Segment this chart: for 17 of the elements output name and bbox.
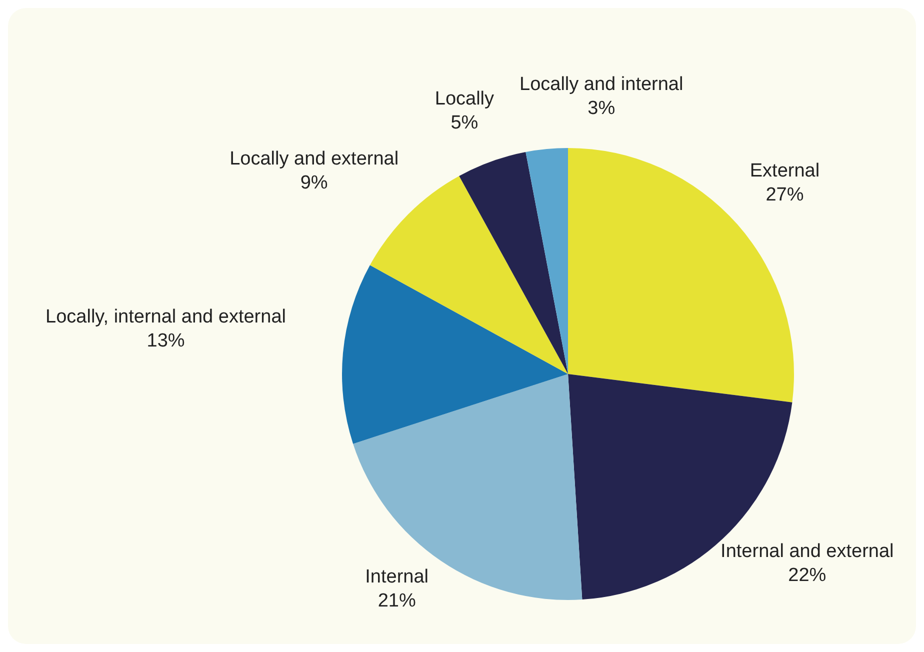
data-label: 21% xyxy=(378,590,416,612)
data-label: 27% xyxy=(766,184,804,206)
slice-label: External xyxy=(750,160,820,182)
data-label: 3% xyxy=(588,98,616,120)
slice-label: Internal xyxy=(365,566,429,588)
data-label: 13% xyxy=(146,330,185,352)
slice-label: Locally xyxy=(434,88,495,110)
slice-label: Locally, internal and external xyxy=(46,306,286,328)
pie-slice xyxy=(459,152,568,374)
pie-slice xyxy=(342,265,568,444)
data-label: 9% xyxy=(300,172,328,194)
slice-label: Internal and external xyxy=(720,541,894,562)
slice-label: Locally and internal xyxy=(520,74,684,96)
data-label: 5% xyxy=(450,112,478,134)
slice-label: Locally and external xyxy=(230,148,399,170)
pie-slice xyxy=(526,148,568,374)
data-label: 22% xyxy=(788,565,826,586)
